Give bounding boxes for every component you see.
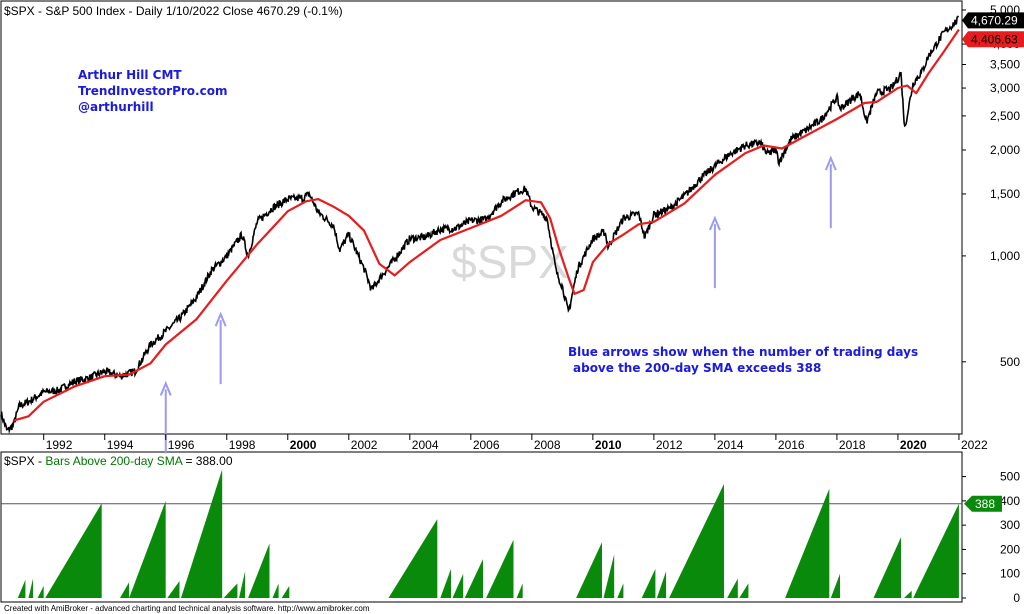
x-tick-label: 1992 <box>46 438 73 452</box>
x-tick-label: 2002 <box>351 438 378 452</box>
x-tick-label: 2018 <box>839 438 866 452</box>
chart-title: $SPX - S&P 500 Index - Daily 1/10/2022 C… <box>4 4 343 18</box>
indicator-y-tick-label: 300 <box>1000 518 1020 532</box>
close-price-label: 4,670.29 <box>962 12 1024 29</box>
bars-above-sma-segment <box>272 583 279 598</box>
bars-above-sma-segment <box>167 581 180 598</box>
indicator-y-tick-label: 0 <box>1013 591 1020 605</box>
indicator-title-prefix: $SPX - <box>4 454 45 468</box>
indicator-y-axis: 0 100 200 300 400 500 388 <box>962 470 1020 605</box>
signal-arrow <box>159 380 172 454</box>
sma-series-group <box>12 28 960 422</box>
indicator-y-tick-label: 400 <box>1000 494 1020 508</box>
indicator-title-series: Bars Above 200-day SMA <box>45 454 182 468</box>
price-y-tick-label: 2,500 <box>990 109 1020 123</box>
price-y-axis: 5001,0001,5002,0002,5003,0003,5004,0005,… <box>962 3 1024 369</box>
x-tick-label: 2008 <box>534 438 561 452</box>
price-y-tick-label: 3,000 <box>990 81 1020 95</box>
bars-above-sma-segment <box>739 583 749 598</box>
sma-200-line <box>12 28 960 422</box>
x-tick-label: 2004 <box>412 438 439 452</box>
x-tick-label: 2006 <box>473 438 500 452</box>
indicator-y-tick-label: 100 <box>1000 567 1020 581</box>
bars-above-sma-segment <box>617 583 624 598</box>
indicator-y-tick-label: 500 <box>1000 470 1020 484</box>
bars-above-sma-segment <box>17 579 26 598</box>
bars-above-sma-segment <box>120 582 130 598</box>
footer-credit: Created with AmiBroker - advanced charti… <box>4 604 370 613</box>
bars-above-sma-segment <box>904 590 912 598</box>
author-site: TrendInvestorPro.com <box>78 84 227 98</box>
sma-price-label-text: 4,406.63 <box>971 32 1018 46</box>
bars-above-sma-segment <box>656 571 667 598</box>
bars-above-sma-segment <box>486 539 514 598</box>
x-tick-label: 2022 <box>961 438 988 452</box>
close-price-label-text: 4,670.29 <box>971 13 1018 27</box>
x-tick-label: 2012 <box>656 438 683 452</box>
price-y-tick-label: 1,500 <box>990 187 1020 201</box>
price-y-tick-label: 2,000 <box>990 143 1020 157</box>
bars-above-sma-segment <box>576 542 602 598</box>
bars-above-sma-segment <box>641 568 656 598</box>
bars-above-sma-segment <box>223 583 238 598</box>
bars-above-sma-segment <box>181 469 223 598</box>
x-tick-label: 2020 <box>900 438 927 452</box>
note-line-2: above the 200-day SMA exceeds 388 <box>573 361 821 375</box>
x-tick-label: 1994 <box>107 438 134 452</box>
bars-above-sma-segment <box>248 543 270 598</box>
date-x-axis: 1992 1994 1996 1998 2000 2002 2004 2006 2008 2010… <box>43 434 988 452</box>
x-tick-label: 2016 <box>778 438 805 452</box>
watermark: $SPX <box>451 236 569 288</box>
bars-above-sma-segment <box>669 483 724 598</box>
bars-above-sma-segment <box>28 578 33 598</box>
price-y-tick-label: 1,000 <box>990 249 1020 263</box>
author-name: Arthur Hill CMT <box>78 68 182 82</box>
bars-above-sma-segment <box>37 585 44 598</box>
signal-arrow <box>214 311 227 385</box>
bars-above-sma-segment <box>239 571 246 598</box>
bars-above-sma-segment <box>516 583 523 598</box>
bars-above-sma-area <box>1 469 962 598</box>
bars-above-sma-segment <box>281 585 290 598</box>
signal-arrow <box>824 155 837 229</box>
signal-arrow <box>708 215 721 289</box>
bars-above-sma-segment <box>603 554 615 598</box>
note-line-1: Blue arrows show when the number of trad… <box>568 345 918 359</box>
indicator-title: $SPX - Bars Above 200-day SMA = 388.00 <box>4 454 233 468</box>
author-handle: @arthurhill <box>78 100 154 114</box>
x-tick-label: 2010 <box>595 438 622 452</box>
bars-above-sma-segment <box>388 519 438 598</box>
bars-above-sma-segment <box>727 578 738 598</box>
bars-above-sma-segment <box>830 573 840 598</box>
x-tick-label: 2014 <box>717 438 744 452</box>
bars-above-sma-segment <box>873 537 901 598</box>
bars-above-sma-segment <box>129 500 166 598</box>
indicator-y-tick-label: 200 <box>1000 542 1020 556</box>
price-y-tick-label: 500 <box>1000 355 1020 369</box>
x-tick-label: 1998 <box>229 438 256 452</box>
indicator-title-value: = 388.00 <box>182 454 233 468</box>
price-y-tick-label: 3,500 <box>990 57 1020 71</box>
x-tick-label: 1996 <box>168 438 195 452</box>
bars-above-sma-segment <box>913 503 959 598</box>
threshold-label-text: 388 <box>975 497 995 511</box>
arrows-group <box>159 155 837 454</box>
threshold-label: 388 <box>964 495 1002 512</box>
x-tick-label: 2000 <box>290 438 317 452</box>
bars-above-sma-segment <box>45 503 102 598</box>
sma-price-label: 4,406.63 <box>962 31 1024 48</box>
bars-above-sma-segment <box>452 573 464 598</box>
bars-above-sma-segment <box>440 568 451 598</box>
bars-above-sma-segment <box>785 488 830 598</box>
bars-above-sma-segment <box>464 559 483 598</box>
